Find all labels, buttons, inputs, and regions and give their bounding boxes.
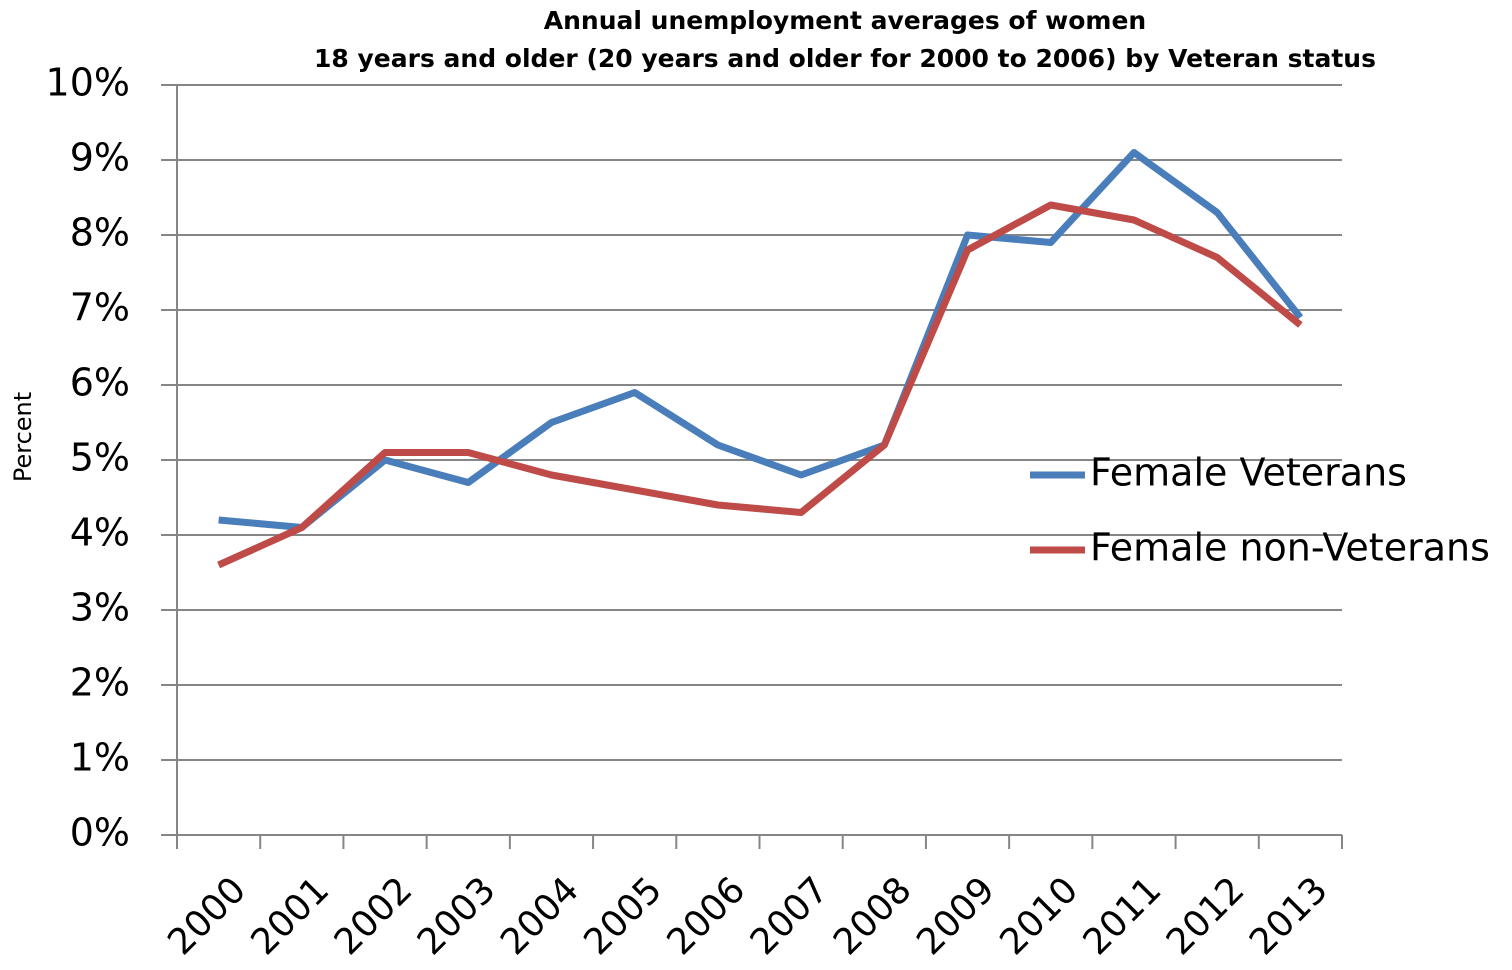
x-tick-label: 2007 (743, 869, 837, 963)
y-tick-label: 7% (70, 286, 130, 330)
y-tick-label: 6% (70, 361, 130, 405)
y-tick-label: 5% (70, 436, 130, 480)
x-tick-label: 2011 (1076, 869, 1170, 963)
x-tick-label: 2004 (493, 869, 587, 963)
x-tick-label: 2010 (992, 869, 1086, 963)
x-tick-label: 2002 (327, 869, 421, 963)
x-tick-label: 2001 (243, 869, 337, 963)
y-tick-label: 4% (70, 511, 130, 555)
legend-label: Female non-Veterans (1090, 526, 1490, 570)
x-tick-label: 2012 (1159, 869, 1253, 963)
x-tick-label: 2000 (160, 869, 254, 963)
x-tick-label: 2013 (1242, 869, 1336, 963)
x-tick-label: 2006 (660, 869, 754, 963)
x-tick-label: 2008 (826, 869, 920, 963)
y-tick-label: 1% (70, 736, 130, 780)
series-line (218, 149, 1304, 531)
chart-title: Annual unemployment averages of women (544, 6, 1146, 35)
y-tick-label: 0% (70, 811, 130, 855)
x-tick-label: 2003 (410, 869, 504, 963)
chart-subtitle: 18 years and older (20 years and older f… (314, 44, 1376, 73)
legend-label: Female Veterans (1090, 451, 1407, 495)
x-tick-label: 2005 (576, 869, 670, 963)
y-axis-label: Percent (9, 392, 37, 482)
y-tick-label: 9% (70, 136, 130, 180)
x-tick-label: 2009 (909, 869, 1003, 963)
y-tick-label: 2% (70, 661, 130, 705)
y-tick-label: 8% (70, 211, 130, 255)
series-line (217, 201, 1303, 569)
y-tick-label: 10% (46, 61, 130, 105)
y-tick-label: 3% (70, 586, 130, 630)
